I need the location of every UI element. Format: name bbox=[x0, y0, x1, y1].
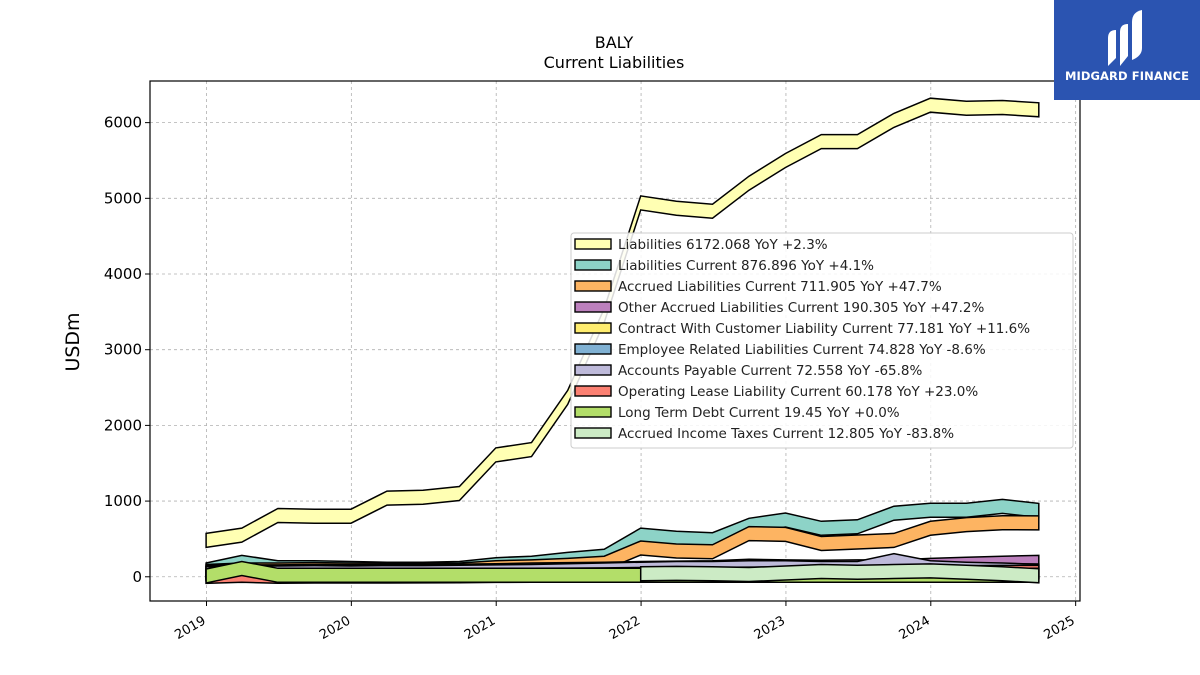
midgard-logo-icon bbox=[1108, 10, 1142, 66]
y-tick-label: 0 bbox=[132, 568, 142, 586]
x-tick-label: 2019 bbox=[172, 613, 208, 643]
y-tick-label: 4000 bbox=[104, 265, 142, 283]
legend-entry: Accounts Payable Current 72.558 YoY -65.… bbox=[618, 363, 923, 379]
legend-swatch bbox=[574, 364, 612, 376]
chart-subtitle: Current Liabilities bbox=[544, 53, 685, 72]
x-tick-label: 2024 bbox=[897, 613, 933, 643]
y-ticks: 0 1000 2000 3000 4000 5000 6000 bbox=[104, 114, 150, 586]
logo-name: MIDGARD FINANCE bbox=[1064, 69, 1190, 83]
y-axis-label: USDm bbox=[62, 312, 84, 371]
chart-title: BALY bbox=[595, 33, 634, 52]
legend-entry: Accrued Income Taxes Current 12.805 YoY … bbox=[618, 426, 954, 442]
legend-entry: Liabilities Current 876.896 YoY +4.1% bbox=[618, 258, 874, 274]
legend-entry: Operating Lease Liability Current 60.178… bbox=[618, 384, 978, 400]
legend-swatch bbox=[574, 238, 612, 250]
legend-swatch bbox=[574, 406, 612, 418]
x-ticks: 2019 2020 2021 2022 2023 2024 2025 bbox=[172, 601, 1078, 643]
legend-entry: Accrued Liabilities Current 711.905 YoY … bbox=[618, 279, 942, 295]
legend-entry: Employee Related Liabilities Current 74.… bbox=[618, 342, 986, 358]
x-tick-label: 2021 bbox=[462, 613, 498, 643]
x-tick-label: 2022 bbox=[607, 613, 643, 643]
legend-swatch bbox=[574, 280, 612, 292]
legend-entry: Other Accrued Liabilities Current 190.30… bbox=[618, 300, 985, 316]
y-tick-label: 3000 bbox=[104, 341, 142, 359]
legend-swatch bbox=[574, 322, 612, 334]
legend-entry: Long Term Debt Current 19.45 YoY +0.0% bbox=[618, 405, 900, 421]
legend: Liabilities 6172.068 YoY +2.3% Liabilitie… bbox=[570, 232, 1074, 449]
legend-swatch bbox=[574, 301, 612, 313]
legend-swatch bbox=[574, 385, 612, 397]
series-layer bbox=[205, 97, 1040, 585]
y-tick-label: 6000 bbox=[104, 114, 142, 132]
x-tick-label: 2025 bbox=[1041, 613, 1077, 643]
legend-swatch bbox=[574, 259, 612, 271]
plot-frame bbox=[149, 80, 1081, 602]
x-tick-label: 2020 bbox=[317, 613, 353, 643]
series-band-accrued-income-taxes-current bbox=[639, 563, 1040, 584]
legend-box bbox=[570, 232, 1074, 449]
legend-swatch bbox=[574, 343, 612, 355]
legend-entry: Liabilities 6172.068 YoY +2.3% bbox=[618, 237, 828, 253]
y-tick-label: 5000 bbox=[104, 189, 142, 207]
legend-swatch bbox=[574, 427, 612, 439]
series-band-liabilities bbox=[205, 97, 1040, 549]
y-tick-label: 2000 bbox=[104, 416, 142, 434]
x-tick-label: 2023 bbox=[752, 613, 788, 643]
midgard-logo: MIDGARD FINANCE bbox=[1054, 0, 1200, 100]
y-tick-label: 1000 bbox=[104, 492, 142, 510]
legend-entry: Contract With Customer Liability Current… bbox=[618, 321, 1030, 337]
